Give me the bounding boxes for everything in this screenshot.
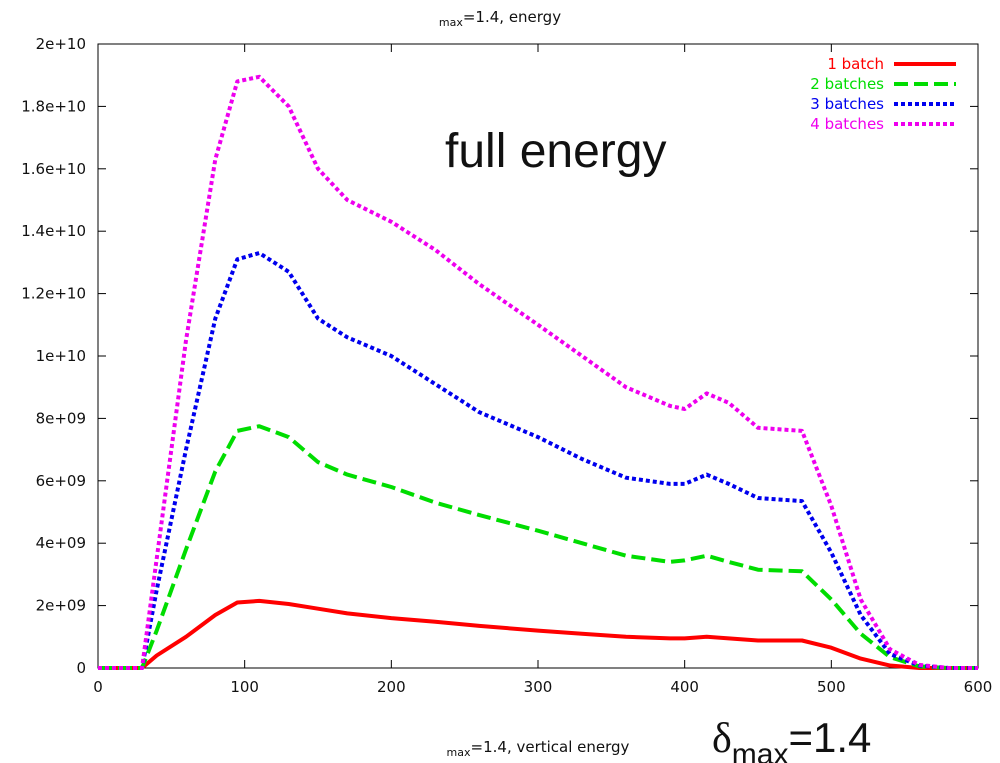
legend-label: 2 batches [810,75,884,93]
series-line-2 [98,424,978,670]
y-tick-label: 1e+10 [36,347,86,365]
series-line-1 [98,598,978,670]
x-tick-label: 400 [670,678,699,696]
x-axis-label: max=1.4, vertical energy [447,738,630,759]
x-tick-label: 100 [230,678,259,696]
y-tick-label: 2e+10 [36,35,86,53]
legend-label: 3 batches [810,95,884,113]
x-tick-label: 200 [377,678,406,696]
y-tick-label: 1.2e+10 [21,285,86,303]
annotation-full-energy: full energy [445,125,666,178]
y-tick-label: 6e+09 [36,472,86,490]
x-tick-label: 300 [524,678,553,696]
x-tick-label: 0 [93,678,103,696]
y-tick-label: 1.4e+10 [21,222,86,240]
y-tick-label: 1.6e+10 [21,160,86,178]
chart-title: max=1.4, energy [439,8,561,29]
delta-max-label: δmax=1.4 [712,714,871,763]
legend-label: 1 batch [827,55,884,73]
legend: 1 batch 2 batches 3 batches 4 batches [810,55,956,133]
x-tick-label: 500 [817,678,846,696]
y-tick-label: 2e+09 [36,597,86,615]
x-tick-label: 600 [964,678,993,696]
axis-ticks: 0 100 200 300 400 500 600 0 2e+09 4e+09 6e+09 8e+09… [21,35,992,696]
series-layer [98,74,978,670]
series-line-4 [98,74,978,670]
y-tick-label: 0 [76,659,86,677]
y-tick-label: 8e+09 [36,409,86,427]
y-tick-label: 1.8e+10 [21,97,86,115]
legend-label: 4 batches [810,115,884,133]
y-tick-label: 4e+09 [36,534,86,552]
